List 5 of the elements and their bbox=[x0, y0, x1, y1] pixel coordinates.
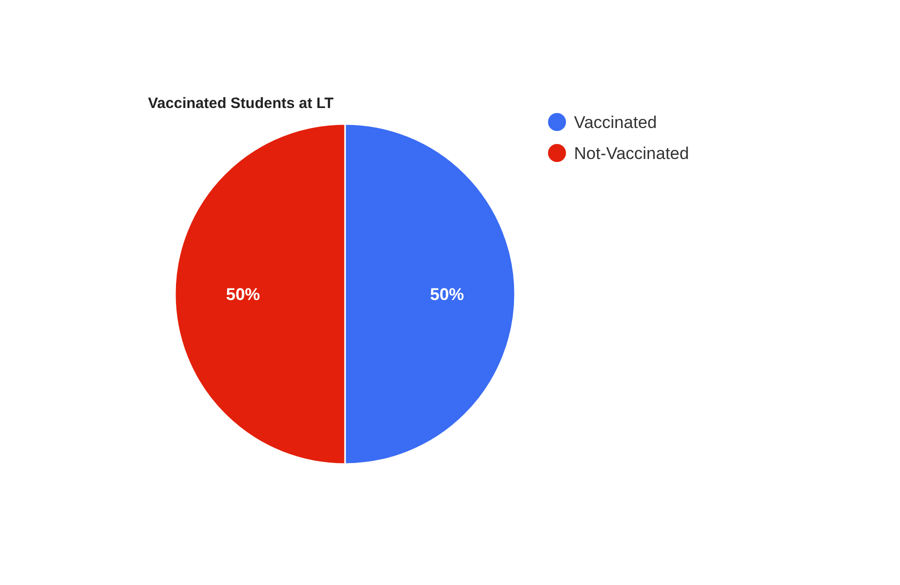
data-label: 50% bbox=[226, 284, 260, 304]
data-label: 50% bbox=[430, 284, 464, 304]
chart-title: Vaccinated Students at LT bbox=[148, 95, 334, 112]
legend-label: Vaccinated bbox=[574, 112, 657, 132]
legend-label: Not-Vaccinated bbox=[574, 144, 689, 163]
